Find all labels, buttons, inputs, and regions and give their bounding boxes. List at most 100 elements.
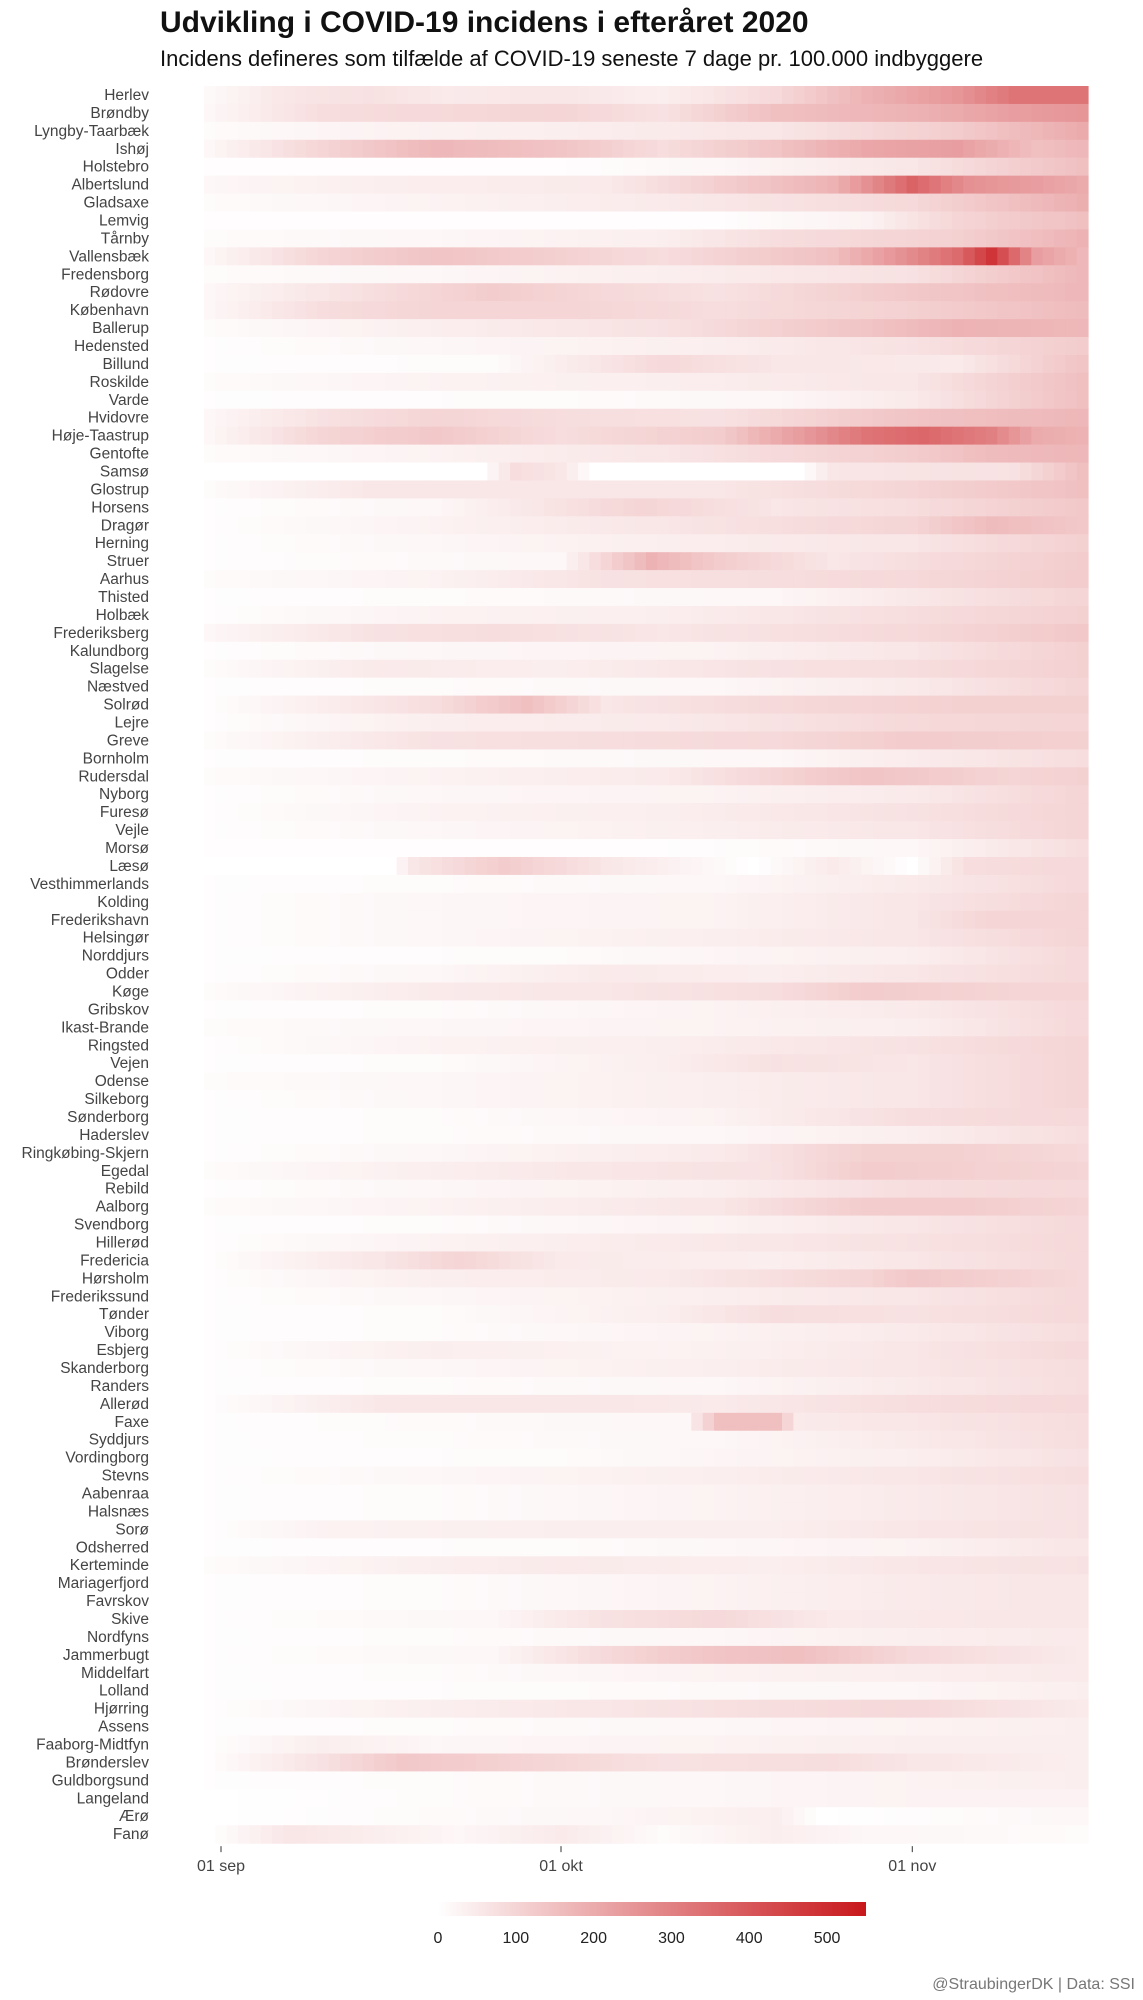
heatmap-cell [544,175,556,195]
heatmap-cell [997,390,1010,410]
heatmap-cell [918,821,930,840]
heatmap-cell [464,1179,477,1199]
heatmap-cell [623,247,636,266]
heatmap-cell [555,1108,568,1127]
heatmap-cell [861,1018,874,1037]
heatmap-cell [612,677,624,697]
heatmap-cell [884,516,896,535]
heatmap-cell [861,659,874,679]
heatmap-cell [850,139,862,159]
heatmap-cell [544,749,556,768]
heatmap-cell [498,659,511,679]
heatmap-cell [487,892,500,912]
heatmap-cell [929,605,942,625]
heatmap-cell [668,1143,681,1163]
heatmap-cell [1065,372,1078,392]
heatmap-cell [226,211,239,231]
heatmap-cell [1042,444,1055,464]
heatmap-cell [691,1179,704,1199]
heatmap-cell [362,570,375,589]
heatmap-cell [884,1143,896,1163]
heatmap-cell [895,1161,908,1181]
heatmap-cell [872,480,885,499]
heatmap-cell [238,731,250,751]
heatmap-cell [306,588,318,607]
heatmap-cell [646,659,658,679]
heatmap-cell [861,910,874,930]
heatmap-cell [215,337,228,356]
heatmap-cell [725,1125,738,1145]
heatmap-cell [328,121,341,141]
heatmap-cell [612,86,624,105]
heatmap-cell [442,839,454,858]
heatmap-cell [521,408,534,428]
heatmap-cell [612,695,624,715]
heatmap-cell [736,910,749,930]
heatmap-cell [872,910,885,930]
heatmap-cell [918,946,930,966]
heatmap-cell [646,910,658,930]
heatmap-cell [328,86,341,105]
heatmap-cell [396,408,409,428]
heatmap-cell [816,1197,828,1217]
heatmap-cell [204,803,216,822]
heatmap-cell [702,1125,715,1145]
heatmap-cell [600,1108,613,1127]
heatmap-cell [714,1054,726,1073]
heatmap-cell [453,229,466,248]
heatmap-cell [1054,623,1066,643]
heatmap-cell [1020,86,1032,105]
heatmap-cell [226,982,239,1002]
heatmap-cell [385,247,398,266]
heatmap-cell [226,354,239,374]
heatmap-cell [351,390,364,410]
heatmap-cell [782,390,794,410]
heatmap-cell [816,677,828,697]
heatmap-cell [691,1125,704,1145]
heatmap-cell [827,283,840,302]
heatmap-cell [974,874,987,894]
heatmap-cell [850,157,862,177]
heatmap-cell [838,767,851,786]
heatmap-cell [340,86,352,105]
heatmap-cell [260,103,273,123]
heatmap-cell [997,910,1010,930]
heatmap-cell [510,193,522,213]
heatmap-cell [952,1036,964,1055]
heatmap-cell [680,139,692,159]
heatmap-cell [952,247,964,266]
heatmap-cell [283,175,296,195]
heatmap-cell [838,498,851,517]
heatmap-cell [362,193,375,213]
heatmap-cell [306,731,318,751]
heatmap-cell [294,211,307,231]
heatmap-cell [260,193,273,213]
heatmap-cell [1008,659,1021,679]
heatmap-cell [249,803,262,822]
heatmap-cell [782,1090,794,1109]
heatmap-cell [453,301,466,320]
heatmap-cell [453,964,466,984]
heatmap-cell [419,103,432,123]
heatmap-cell [804,785,817,804]
heatmap-cell [464,821,477,840]
heatmap-cell [510,462,522,482]
heatmap-cell [1076,695,1089,715]
heatmap-cell [759,659,772,679]
heatmap-cell [396,749,409,768]
heatmap-cell [464,677,477,697]
heatmap-cell [362,552,375,571]
heatmap-cell [487,390,500,410]
heatmap-cell [986,319,998,338]
heatmap-cell [362,839,375,858]
heatmap-cell [215,1090,228,1109]
heatmap-cell [850,247,862,266]
heatmap-cell [600,1090,613,1109]
heatmap-cell [986,301,998,320]
heatmap-cell [804,211,817,231]
heatmap-cell [521,1179,534,1199]
heatmap-cell [623,157,636,177]
heatmap-cell [634,390,647,410]
heatmap-cell [589,677,602,697]
heatmap-cell [895,1179,908,1199]
